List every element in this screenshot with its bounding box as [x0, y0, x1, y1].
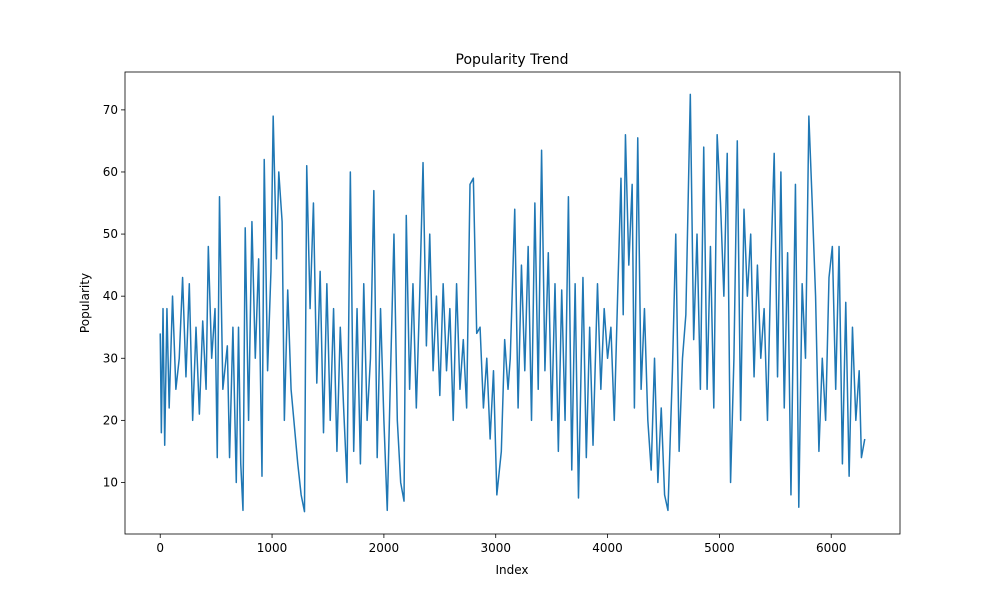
chart-title: Popularity Trend — [456, 52, 569, 68]
x-tick-label: 0 — [156, 541, 164, 555]
y-axis-label: Popularity — [78, 273, 92, 333]
x-tick-label: 1000 — [257, 541, 288, 555]
y-tick-label: 40 — [103, 289, 118, 303]
plot-frame — [124, 71, 901, 535]
x-axis-label: Index — [495, 563, 528, 577]
x-tick-label: 5000 — [704, 541, 735, 555]
y-tick-label: 10 — [103, 475, 118, 489]
x-tick-label: 2000 — [369, 541, 400, 555]
data-line — [159, 93, 866, 513]
y-tick-label: 30 — [103, 351, 118, 365]
y-tick-label: 20 — [103, 413, 118, 427]
y-tick-label: 60 — [103, 165, 118, 179]
x-tick-label: 4000 — [592, 541, 623, 555]
y-tick-label: 50 — [103, 227, 118, 241]
y-tick-label: 70 — [103, 103, 118, 117]
x-tick-label: 6000 — [816, 541, 847, 555]
x-tick-label: 3000 — [480, 541, 511, 555]
